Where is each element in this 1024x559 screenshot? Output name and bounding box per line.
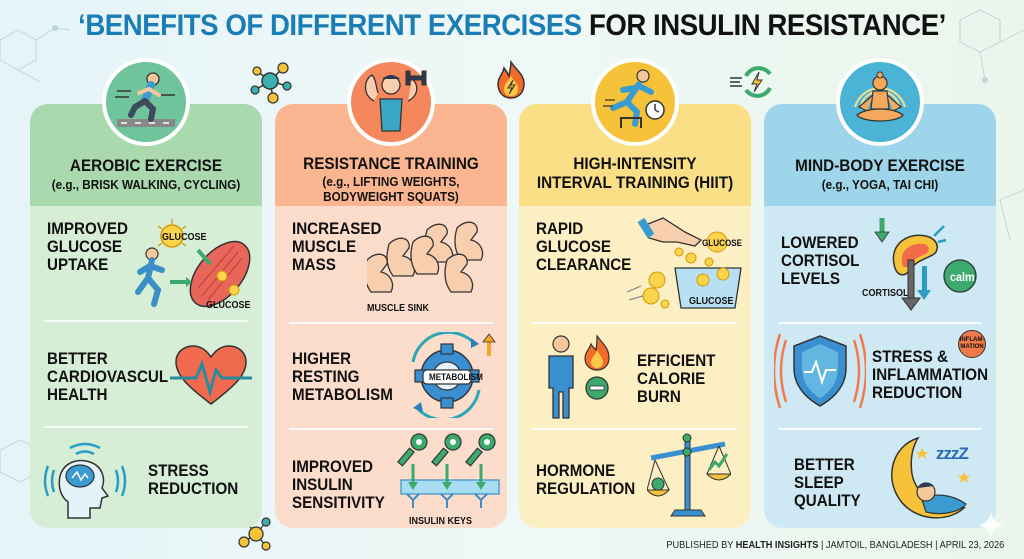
benefit-item: INCREASED MUSCLE MASS MUSCLE SINK xyxy=(275,206,507,321)
column-body: LOWERED CORTISOL LEVELS calm CORTISOL ST xyxy=(764,206,996,528)
divider xyxy=(289,322,493,324)
divider xyxy=(778,428,982,430)
benefit-item: BETTER SLEEP QUALITY zzzZ xyxy=(764,430,996,530)
inflammation-badge: INFLAM- MATION xyxy=(958,330,986,358)
glucose-annotation: GLUCOSE xyxy=(162,232,207,243)
calm-badge: calm xyxy=(950,270,975,284)
moon-sleeping-icon xyxy=(891,436,970,519)
meditation-icon xyxy=(836,58,924,146)
heart-pulse-icon xyxy=(170,345,252,405)
glucose-annotation: GLUCOSE xyxy=(206,300,251,311)
fire-bolt-icon xyxy=(497,60,525,99)
benefit-item: EFFICIENT CALORIE BURN xyxy=(519,324,751,428)
divider xyxy=(44,426,248,428)
benefit-label: LOWERED CORTISOL LEVELS xyxy=(781,234,860,288)
benefit-item: STRESS & INFLAMMATION REDUCTION INFLAM- … xyxy=(764,324,996,428)
hand-glucose-bowl-icon xyxy=(626,217,742,309)
glucose-annotation: GLUCOSE xyxy=(689,296,734,307)
benefit-label: RAPID GLUCOSE CLEARANCE xyxy=(536,220,632,274)
shield-pulse-icon xyxy=(774,333,866,409)
benefit-item: IMPROVED INSULIN SENSITIVITY INSULIN KEY… xyxy=(275,430,507,530)
benefit-item: BETTER CARDIOVASCUL HEALTH xyxy=(30,322,262,426)
column-subtitle: (e.g., BRISK WALKING, CYCLING) xyxy=(51,177,241,192)
divider xyxy=(533,428,737,430)
zzz-annotation: zzzZ xyxy=(936,444,969,463)
head-brain-waves-icon xyxy=(43,442,127,519)
runner-muscle-glucose-icon xyxy=(135,219,251,308)
column-header: RESISTANCE TRAINING (e.g., LIFTING WEIGH… xyxy=(275,104,507,206)
molecule-icon xyxy=(250,62,292,104)
benefit-label: IMPROVED INSULIN SENSITIVITY xyxy=(292,458,385,512)
column-subtitle: (e.g., LIFTING WEIGHTS, BODYWEIGHT SQUAT… xyxy=(322,174,460,204)
weightlifter-icon xyxy=(347,58,435,146)
title-highlight: ‘BENEFITS OF DIFFERENT EXERCISES xyxy=(78,9,582,42)
adrenal-gland-icon xyxy=(874,218,977,311)
muscle-sink-annotation: MUSCLE SINK xyxy=(367,303,430,314)
column-body: RAPID GLUCOSE CLEARANCE GLUCOSE GLUCOSE xyxy=(519,206,751,528)
benefit-item: HORMONE REGULATION xyxy=(519,430,751,530)
benefit-label: IMPROVED GLUCOSE UPTAKE xyxy=(47,220,128,274)
column-aerobic-exercise: AEROBIC EXERCISE (e.g., BRISK WALKING, C… xyxy=(30,104,262,528)
insulin-keys-annotation: INSULIN KEYS xyxy=(409,516,473,527)
energy-cycle-icon xyxy=(730,66,772,98)
benefit-label: BETTER SLEEP QUALITY xyxy=(794,456,861,510)
divider xyxy=(533,322,737,324)
divider xyxy=(778,322,982,324)
page-title: ‘BENEFITS OF DIFFERENT EXERCISES FOR INS… xyxy=(41,4,983,48)
running-person-icon xyxy=(102,58,190,146)
column-title: AEROBIC EXERCISE xyxy=(69,156,223,175)
column-title: HIGH-INTENSITY INTERVAL TRAINING (HIIT) xyxy=(536,154,734,192)
benefit-item: RAPID GLUCOSE CLEARANCE GLUCOSE GLUCOSE xyxy=(519,206,751,321)
column-title: RESISTANCE TRAINING xyxy=(303,154,479,173)
insulin-keys-icon xyxy=(397,433,500,508)
sparkle-icon xyxy=(978,512,1004,538)
publisher-name: HEALTH INSIGHTS xyxy=(735,540,819,551)
title-rest: FOR INSULIN RESISTANCE’ xyxy=(581,9,946,42)
divider xyxy=(44,320,248,322)
column-hiit: HIGH-INTENSITY INTERVAL TRAINING (HIIT) … xyxy=(519,104,751,528)
column-mind-body-exercise: MIND-BODY EXERCISE (e.g., YOGA, TAI CHI)… xyxy=(764,104,996,528)
column-title: MIND-BODY EXERCISE xyxy=(795,156,965,175)
column-resistance-training: RESISTANCE TRAINING (e.g., LIFTING WEIGH… xyxy=(275,104,507,528)
benefit-label: HORMONE REGULATION xyxy=(536,462,636,498)
column-subtitle: (e.g., YOGA, TAI CHI) xyxy=(821,177,939,192)
balance-scale-icon xyxy=(647,433,731,517)
benefit-item: LOWERED CORTISOL LEVELS calm CORTISOL xyxy=(764,206,996,321)
person-flame-icon xyxy=(548,334,610,419)
hurdle-stopwatch-icon xyxy=(591,58,679,146)
benefit-item: STRESS REDUCTION xyxy=(30,428,262,528)
divider xyxy=(289,428,493,430)
benefit-label: STRESS & INFLAMMATION REDUCTION xyxy=(872,348,989,402)
metabolism-annotation: METABOLISM xyxy=(429,372,483,382)
flexed-arms-icon xyxy=(367,221,484,293)
column-body: INCREASED MUSCLE MASS MUSCLE SINK HIGHER… xyxy=(275,206,507,528)
molecule-small-icon xyxy=(238,517,271,551)
cortisol-annotation: CORTISOL xyxy=(862,288,909,299)
column-body: IMPROVED GLUCOSE UPTAKE GLUCOSE GLUCOSE … xyxy=(30,206,262,528)
footer-credit: PUBLISHED BY HEALTH INSIGHTS | JAMTOIL, … xyxy=(666,540,1004,551)
glucose-annotation: GLUCOSE xyxy=(702,238,743,248)
benefit-label: HIGHER RESTING METABOLISM xyxy=(292,350,393,404)
benefit-item: IMPROVED GLUCOSE UPTAKE GLUCOSE GLUCOSE xyxy=(30,206,262,321)
benefit-item: HIGHER RESTING METABOLISM METABOLISM xyxy=(275,324,507,428)
benefit-label: EFFICIENT CALORIE BURN xyxy=(637,352,716,406)
benefit-label: INCREASED MUSCLE MASS xyxy=(292,220,382,274)
benefit-label: BETTER CARDIOVASCUL HEALTH xyxy=(47,350,169,404)
metabolism-gear-icon xyxy=(411,332,496,418)
benefit-label: STRESS REDUCTION xyxy=(148,462,239,498)
